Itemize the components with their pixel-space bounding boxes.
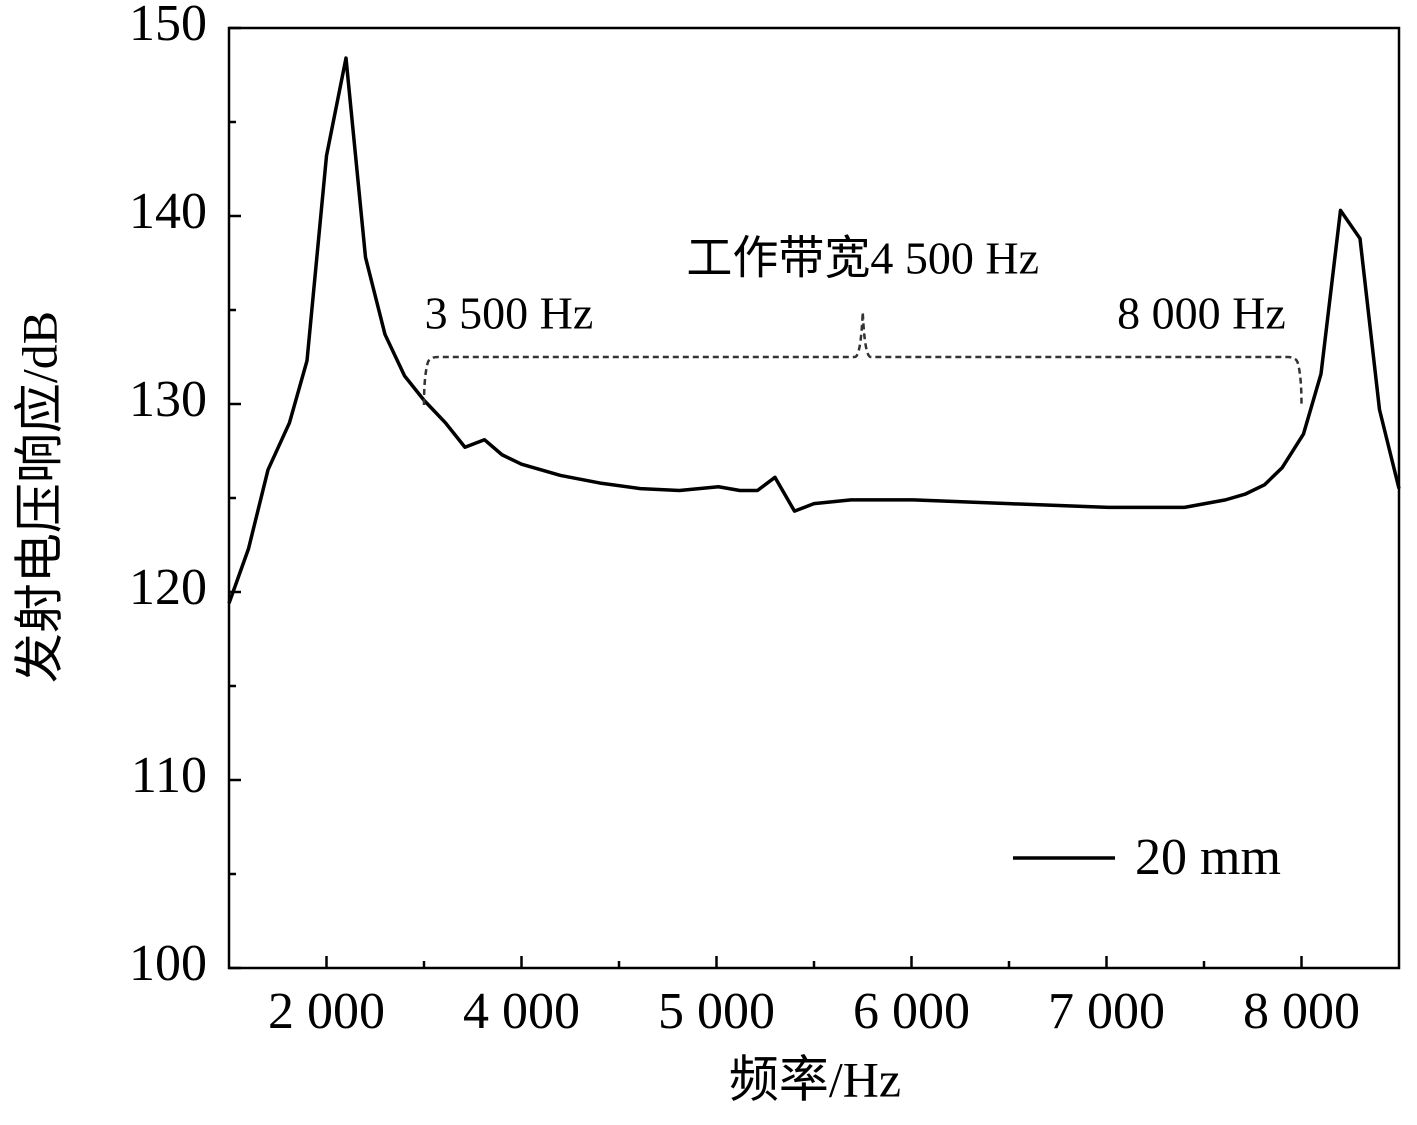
y-axis-label: 发射电压响应/dB [11,311,67,683]
band-start-label: 3 500 Hz [425,288,594,339]
legend-label: 20 mm [1135,829,1281,886]
x-axis-label: 频率/Hz [729,1051,901,1107]
x-tick-label: 6 000 [853,983,970,1040]
band-label: 工作带宽4 500 Hz [686,233,1039,284]
y-tick-label: 110 [131,747,207,804]
band-end-label: 8 000 Hz [1117,288,1286,339]
x-tick-label: 4 000 [463,983,580,1040]
plot-frame [227,26,1401,970]
y-tick-label: 100 [129,935,207,992]
y-tick-label: 150 [129,0,207,52]
x-tick-label: 5 000 [658,983,775,1040]
band-bracket [422,311,1303,406]
y-tick-label: 130 [129,371,207,428]
x-tick-label: 8 000 [1243,983,1360,1040]
y-tick-label: 140 [129,183,207,240]
x-tick-label: 7 000 [1048,983,1165,1040]
x-tick-label: 2 000 [268,983,385,1040]
data-line [227,56,1401,604]
y-tick-label: 120 [129,559,207,616]
